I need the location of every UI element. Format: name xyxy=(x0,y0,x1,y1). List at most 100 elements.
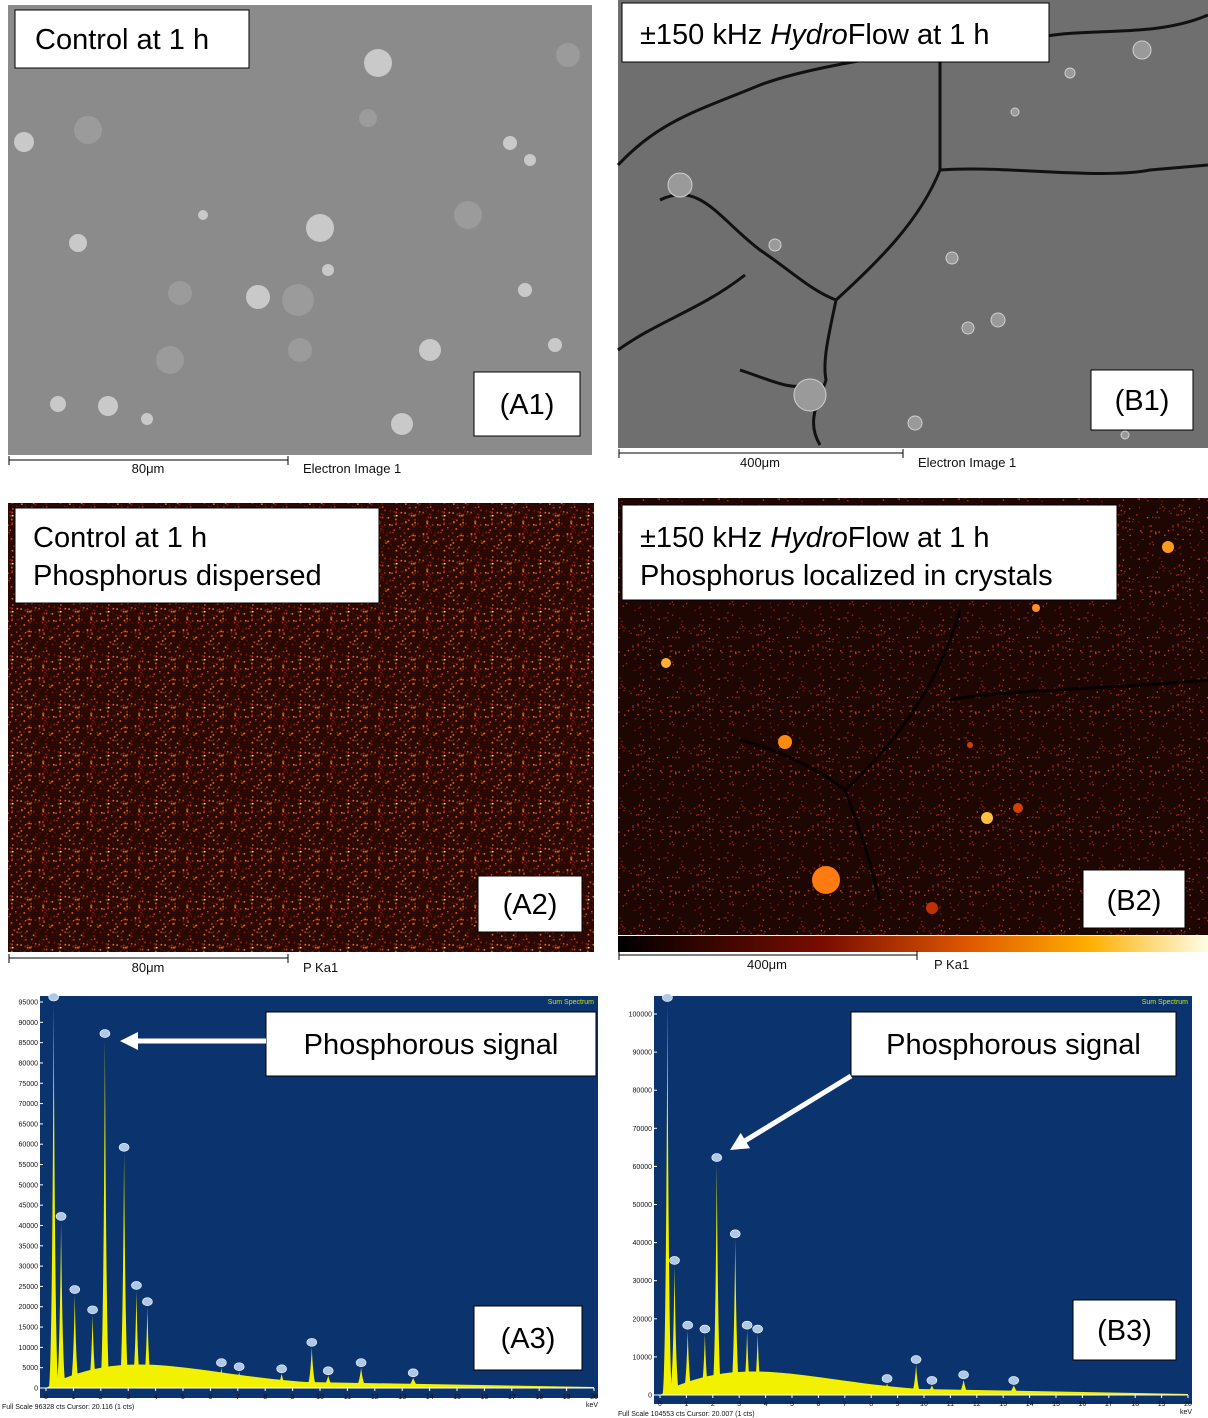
x-tick-label: 8 xyxy=(869,1401,873,1408)
x-tick-label: 14 xyxy=(426,1394,434,1401)
x-tick-label: 7 xyxy=(843,1401,847,1408)
panel-tag: (B2) xyxy=(1107,885,1162,917)
spectrum-panel: 0500010000150002000025000300003500040000… xyxy=(2,993,598,1411)
peak-marker xyxy=(911,1356,921,1364)
panel-tag: (A1) xyxy=(500,389,555,421)
y-tick-label: 10000 xyxy=(633,1354,653,1361)
image-source: P Ka1 xyxy=(934,957,969,972)
x-tick-label: 6 xyxy=(816,1401,820,1408)
x-tick-label: 7 xyxy=(236,1394,240,1401)
y-tick-label: 55000 xyxy=(19,1162,39,1169)
caption: Phosphorus dispersed xyxy=(33,560,322,592)
peak-marker xyxy=(882,1375,892,1383)
y-tick-label: 40000 xyxy=(633,1240,653,1247)
peak-marker xyxy=(119,1143,129,1151)
x-tick-label: 10 xyxy=(920,1401,928,1408)
caption-part: Flow at 1 h xyxy=(848,19,990,51)
peak-marker xyxy=(959,1371,969,1379)
x-tick-label: 16 xyxy=(1079,1401,1087,1408)
y-tick-label: 65000 xyxy=(19,1121,39,1128)
x-tick-label: 18 xyxy=(535,1394,543,1401)
x-tick-label: 6 xyxy=(208,1394,212,1401)
spectrum-title: Sum Spectrum xyxy=(548,999,594,1006)
x-tick-label: 13 xyxy=(398,1394,406,1401)
x-tick-label: 0 xyxy=(44,1394,48,1401)
x-tick-label: 15 xyxy=(453,1394,461,1401)
x-tick-label: 13 xyxy=(999,1401,1007,1408)
x-tick-label: 2 xyxy=(99,1394,103,1401)
peak-marker xyxy=(234,1363,244,1371)
y-tick-label: 35000 xyxy=(19,1243,39,1250)
x-tick-label: 0 xyxy=(658,1401,662,1408)
y-tick-label: 95000 xyxy=(19,1000,39,1007)
peak-marker xyxy=(700,1325,710,1333)
y-tick-label: 20000 xyxy=(633,1316,653,1323)
peak-marker xyxy=(1009,1376,1019,1384)
image-source: Electron Image 1 xyxy=(918,455,1016,470)
scale-label: 400μm xyxy=(747,957,787,972)
panel-a2: Control at 1 h Phosphorus dispersed (A2)… xyxy=(8,503,594,975)
panel-tag: (A2) xyxy=(503,889,558,921)
x-unit: keV xyxy=(1180,1409,1192,1416)
x-tick-label: 3 xyxy=(126,1394,130,1401)
caption-part: Hydro xyxy=(770,19,847,51)
caption: Control at 1 h xyxy=(35,24,209,56)
x-tick-label: 17 xyxy=(1105,1401,1113,1408)
x-tick-label: 19 xyxy=(1158,1401,1166,1408)
x-tick-label: 4 xyxy=(154,1394,158,1401)
y-tick-label: 50000 xyxy=(19,1182,39,1189)
y-tick-label: 20000 xyxy=(19,1304,39,1311)
x-tick-label: 20 xyxy=(590,1394,598,1401)
y-tick-label: 85000 xyxy=(19,1040,39,1047)
peak-marker xyxy=(216,1359,226,1367)
peak-marker xyxy=(100,1030,110,1038)
peak-marker xyxy=(142,1298,152,1306)
y-tick-label: 60000 xyxy=(633,1164,653,1171)
color-bar xyxy=(618,936,1208,952)
peak-marker xyxy=(683,1321,693,1329)
peak-marker xyxy=(408,1369,418,1377)
panel-b2: ±150 kHz HydroFlow at 1 h Phosphorus loc… xyxy=(618,498,1208,972)
y-tick-label: 90000 xyxy=(633,1050,653,1057)
scale-label: 80μm xyxy=(132,461,165,476)
y-tick-label: 80000 xyxy=(633,1088,653,1095)
scale-label: 80μm xyxy=(132,960,165,975)
caption: ±150 kHz HydroFlow at 1 h xyxy=(640,522,990,554)
x-tick-label: 10 xyxy=(316,1394,324,1401)
peak-marker xyxy=(356,1359,366,1367)
x-unit: keV xyxy=(586,1402,598,1409)
y-tick-label: 40000 xyxy=(19,1223,39,1230)
y-tick-label: 45000 xyxy=(19,1203,39,1210)
y-tick-label: 60000 xyxy=(19,1142,39,1149)
caption: Control at 1 h xyxy=(33,522,207,554)
y-tick-label: 75000 xyxy=(19,1081,39,1088)
x-tick-label: 16 xyxy=(481,1394,489,1401)
peak-marker xyxy=(70,1286,80,1294)
peak-marker xyxy=(753,1325,763,1333)
footer: Full Scale 104553 cts Cursor: 20.007 (1 … xyxy=(618,1411,755,1418)
spectrum-panel: 0100002000030000400005000060000700008000… xyxy=(618,994,1192,1418)
peak-marker xyxy=(662,994,672,1002)
x-tick-label: 15 xyxy=(1052,1401,1060,1408)
peak-marker xyxy=(712,1154,722,1162)
peak-marker xyxy=(323,1367,333,1375)
y-tick-label: 70000 xyxy=(19,1101,39,1108)
y-tick-label: 50000 xyxy=(633,1202,653,1209)
peak-marker xyxy=(56,1212,66,1220)
peak-marker xyxy=(670,1256,680,1264)
x-tick-label: 5 xyxy=(181,1394,185,1401)
peak-marker xyxy=(927,1376,937,1384)
panel-a1: Control at 1 h (A1) 80μm Electron Image … xyxy=(8,5,592,476)
y-tick-label: 25000 xyxy=(19,1284,39,1291)
y-tick-label: 80000 xyxy=(19,1060,39,1067)
x-tick-label: 20 xyxy=(1184,1401,1192,1408)
panel-tag: (A3) xyxy=(501,1323,556,1355)
caption: ±150 kHz HydroFlow at 1 h xyxy=(640,19,990,51)
x-tick-label: 19 xyxy=(563,1394,571,1401)
x-tick-label: 17 xyxy=(508,1394,516,1401)
caption-part: Hydro xyxy=(770,522,847,554)
image-source: P Ka1 xyxy=(303,960,338,975)
annotation: Phosphorous signal xyxy=(886,1029,1141,1061)
x-tick-label: 11 xyxy=(947,1401,954,1408)
peak-marker xyxy=(88,1306,98,1314)
